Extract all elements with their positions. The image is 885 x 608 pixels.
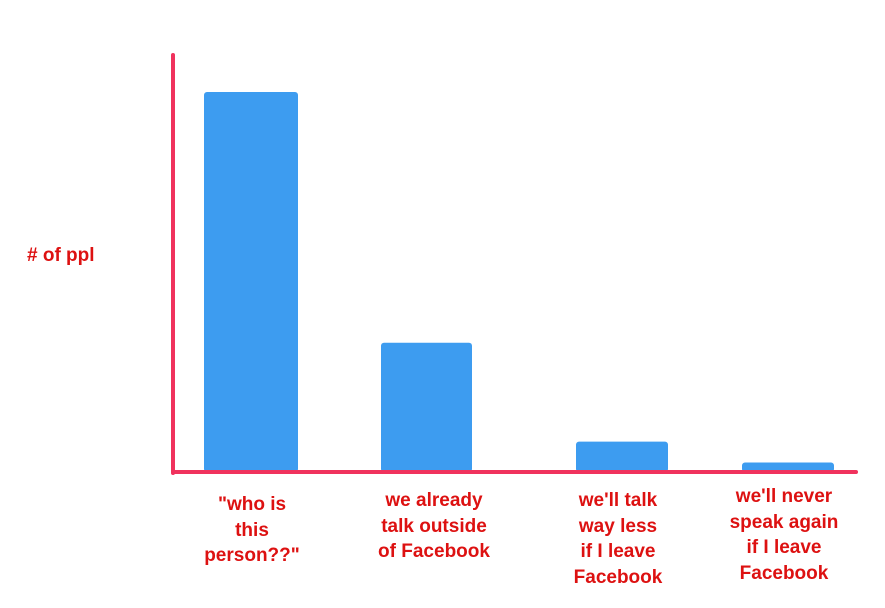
- x-tick-label: we already talk outside of Facebook: [378, 490, 490, 562]
- bar: [576, 441, 668, 472]
- x-tick-label: "who is this person??": [204, 494, 300, 566]
- y-axis-label: # of ppl: [27, 245, 95, 266]
- bars-group: [204, 92, 834, 472]
- bar: [381, 342, 472, 472]
- bar: [204, 92, 298, 472]
- bar: [742, 462, 834, 472]
- x-tick-label: we'll talk way less if I leave Facebook: [573, 490, 663, 588]
- x-tick-label: we'll never speak again if I leave Faceb…: [729, 486, 839, 584]
